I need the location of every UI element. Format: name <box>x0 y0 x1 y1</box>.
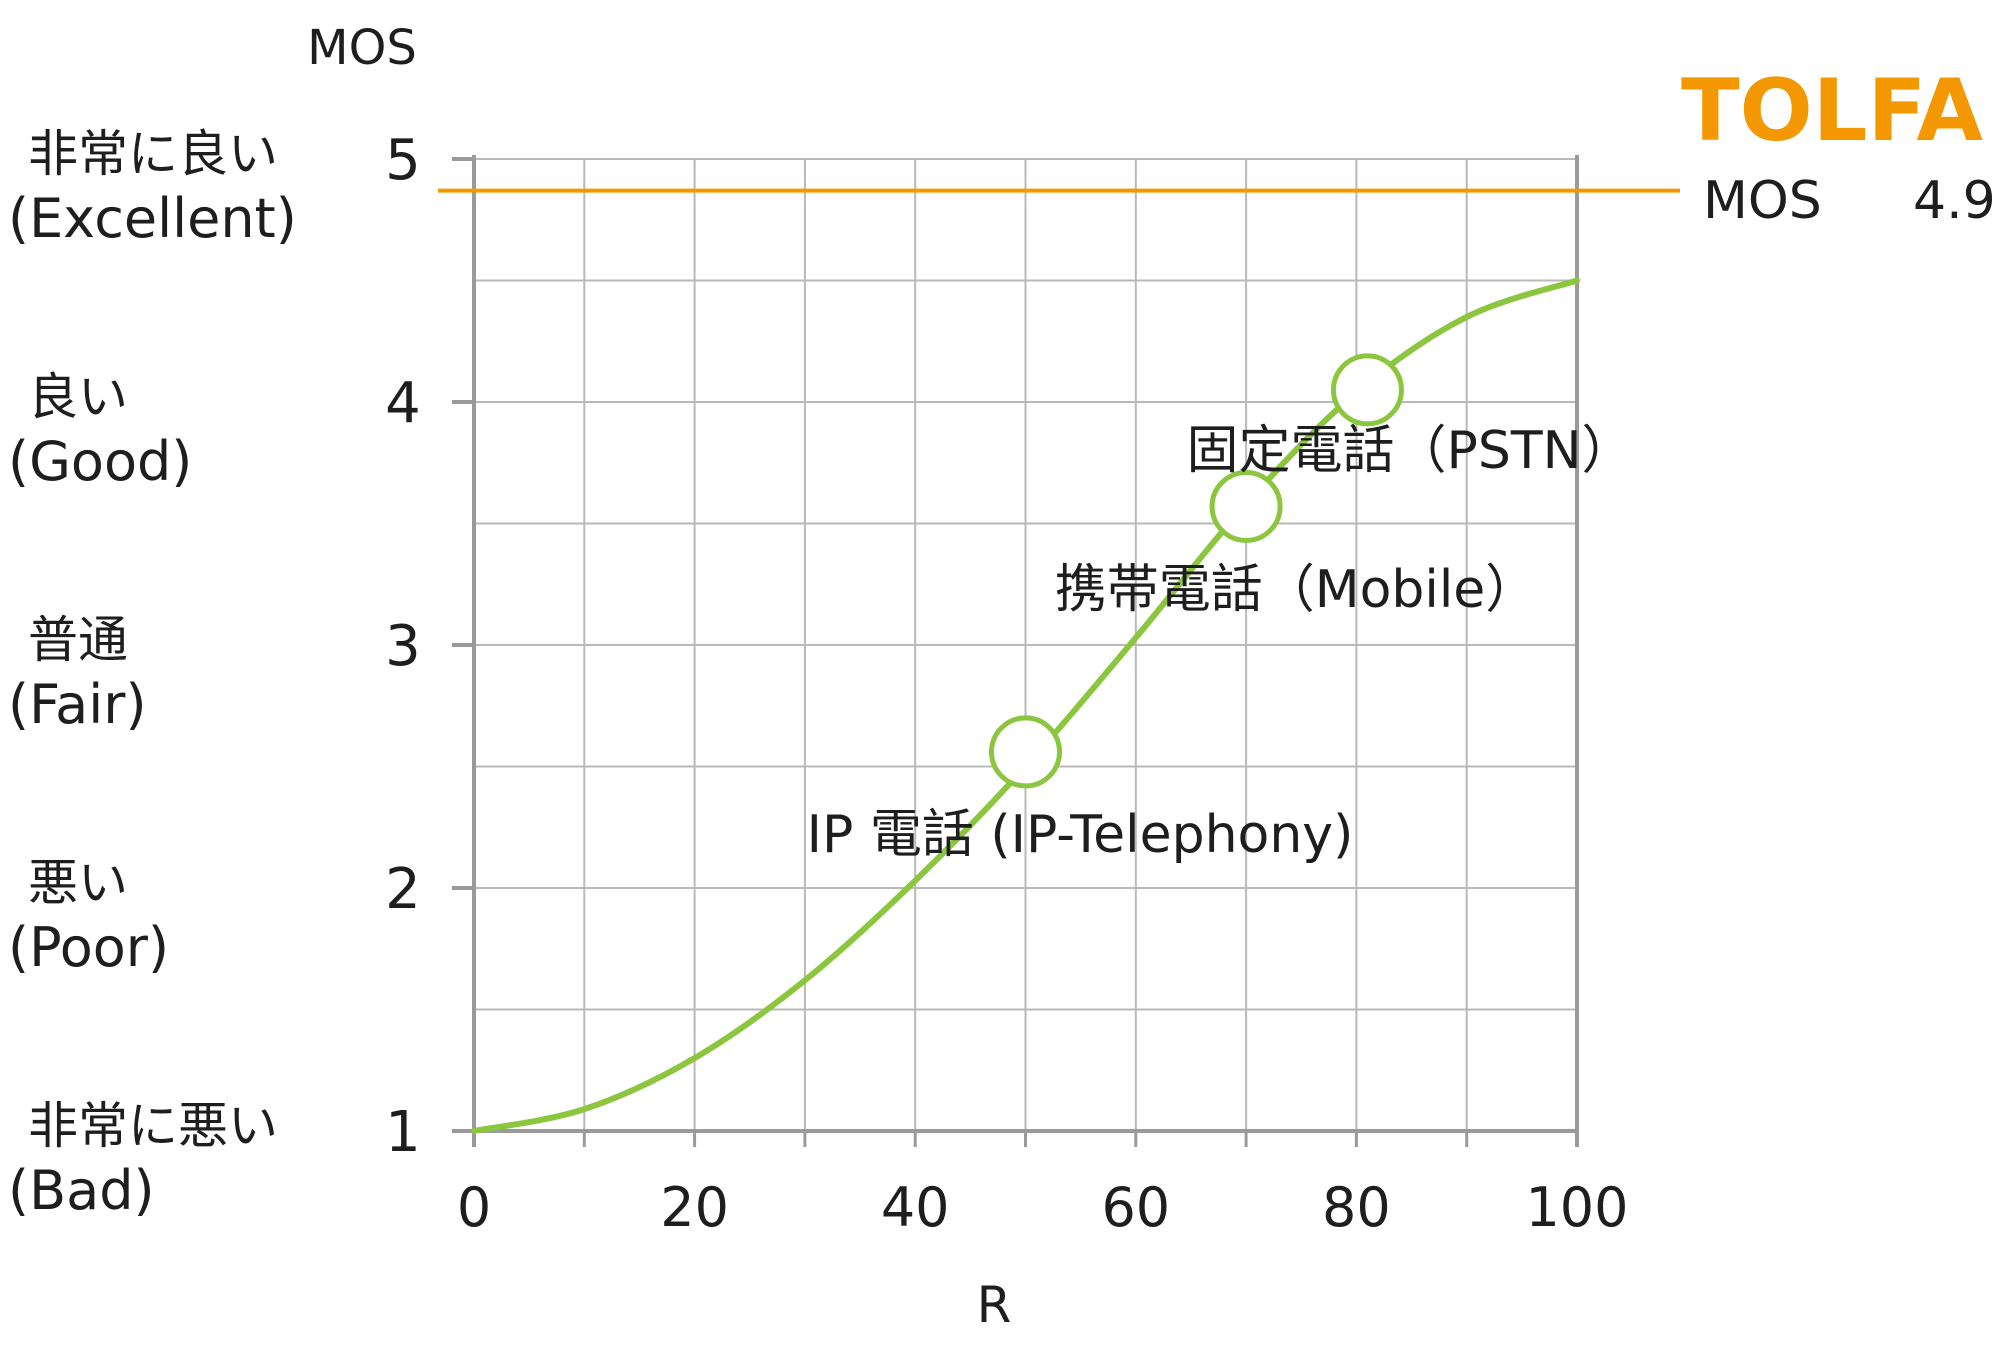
y-tick-label: 1 <box>385 1100 421 1165</box>
y-category-label-en: (Excellent) <box>8 187 297 250</box>
y-category-label-jp: 非常に良い <box>28 125 278 183</box>
y-tick-label: 5 <box>385 128 421 193</box>
label-group: 1 2 3 4 5 0 20 40 60 80 100 非常に良い(Excellent) 良い(Good… <box>8 125 1634 1239</box>
y-tick-label: 3 <box>385 614 421 679</box>
y-tick-label: 4 <box>385 371 421 436</box>
y-category-label-en: (Poor) <box>8 916 169 979</box>
marker-point <box>1330 353 1404 427</box>
brand-mos-value: 4.9 <box>1913 171 1996 231</box>
y-tick-label: 2 <box>385 857 421 922</box>
y-category-label-en: (Bad) <box>8 1159 155 1222</box>
y-category-label-jp: 悪い <box>28 854 128 912</box>
x-tick-label: 0 <box>457 1176 491 1239</box>
x-axis-title: R <box>977 1276 1012 1334</box>
x-tick-label: 20 <box>660 1176 729 1239</box>
x-tick-label: 80 <box>1322 1176 1391 1239</box>
brand-mos-label: MOS <box>1703 171 1822 231</box>
y-category-label-jp: 普通 <box>28 611 128 669</box>
marker-label: 固定電話（PSTN） <box>1186 421 1633 481</box>
y-category-label-en: (Fair) <box>8 673 147 736</box>
x-tick-label: 100 <box>1525 1176 1628 1239</box>
y-category-label-jp: 非常に悪い <box>28 1097 278 1155</box>
y-category-label-en: (Good) <box>8 430 192 493</box>
brand-logo: TOLFA <box>1681 61 1983 161</box>
x-tick-label: 40 <box>881 1176 950 1239</box>
axes <box>452 155 1579 1147</box>
marker-group <box>989 353 1404 789</box>
y-category-label-jp: 良い <box>28 368 128 426</box>
x-tick-label: 60 <box>1101 1176 1170 1239</box>
grid <box>473 158 1578 1132</box>
marker-label: 携帯電話（Mobile） <box>1055 560 1538 620</box>
marker-point <box>1209 469 1283 543</box>
y-axis-title: MOS <box>307 20 417 76</box>
marker-label: IP 電話 (IP-Telephony) <box>807 805 1354 865</box>
marker-point <box>989 715 1062 789</box>
